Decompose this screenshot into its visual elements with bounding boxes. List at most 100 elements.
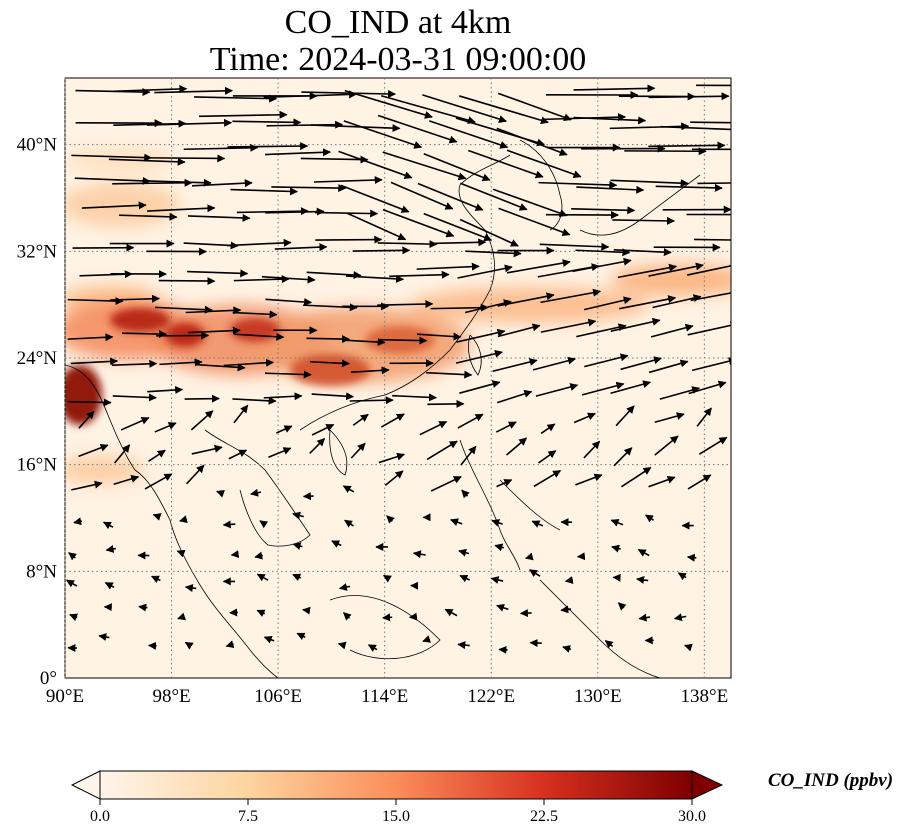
wind-arrow <box>497 323 541 338</box>
wind-arrow <box>73 517 83 526</box>
wind-arrow <box>382 613 393 622</box>
wind-arrow <box>265 298 313 306</box>
wind-arrow <box>184 394 220 403</box>
wind-arrow <box>660 125 731 131</box>
wind-arrow <box>468 149 544 179</box>
wind-arrow <box>386 515 395 524</box>
wind-arrow <box>460 182 528 211</box>
wind-arrow <box>154 422 177 433</box>
wind-arrow <box>584 353 629 368</box>
wind-arrow <box>636 576 649 584</box>
wind-arrow <box>423 212 493 242</box>
wind-arrow <box>147 118 233 127</box>
wind-arrow <box>190 410 214 431</box>
colorbar-tick-label: 15.0 <box>382 808 410 825</box>
wind-arrow <box>188 326 241 335</box>
wind-arrow <box>491 519 503 527</box>
wind-arrow <box>389 270 450 279</box>
wind-arrow <box>179 515 188 524</box>
wind-arrow <box>176 549 186 558</box>
wind-arrow <box>497 92 572 122</box>
wind-arrow <box>426 370 473 379</box>
wind-arrow <box>457 264 513 279</box>
wind-arrow <box>191 444 223 455</box>
wind-arrow <box>540 318 597 333</box>
wind-arrow <box>540 288 602 304</box>
wind-arrow <box>690 292 731 302</box>
wind-arrow <box>617 263 678 279</box>
wind-arrow <box>66 579 78 588</box>
wind-arrow <box>230 187 298 196</box>
colorbar-tick-label: 7.5 <box>238 808 258 825</box>
wind-arrow <box>300 155 369 164</box>
map-title-line2: Time: 2024-03-31 09:00:00 <box>209 41 587 78</box>
colorbar-tick-label: 22.5 <box>530 808 558 825</box>
wind-arrow <box>529 569 541 578</box>
wind-arrow <box>524 552 534 561</box>
wind-arrow <box>687 321 731 336</box>
wind-arrow <box>456 328 506 343</box>
wind-arrow <box>233 404 249 424</box>
wind-arrow <box>74 176 151 185</box>
wind-arrow <box>583 440 601 459</box>
wind-arrow <box>112 178 193 187</box>
wind-arrow <box>254 551 264 560</box>
wind-arrow <box>496 479 513 488</box>
wind-arrow <box>147 178 212 187</box>
wind-arrow <box>122 330 168 339</box>
lat-tick-label: 24°N <box>17 348 58 369</box>
wind-arrow <box>154 86 234 95</box>
wind-arrow <box>390 181 454 210</box>
wind-arrow <box>450 518 463 526</box>
wind-arrow <box>314 209 379 218</box>
wind-arrow <box>232 310 278 319</box>
wind-arrow <box>342 485 355 493</box>
wind-arrow <box>412 550 426 559</box>
wind-arrow <box>185 306 242 315</box>
wind-arrow <box>152 513 162 521</box>
wind-arrow <box>506 259 571 274</box>
lat-tick-label: 8°N <box>26 561 57 582</box>
wind-arrow <box>426 440 458 461</box>
wind-arrow <box>263 392 303 401</box>
wind-arrow <box>113 474 140 486</box>
colorbar-gradient <box>100 771 692 799</box>
wind-arrow <box>417 182 484 211</box>
wind-arrow <box>223 358 275 367</box>
wind-arrow <box>75 88 151 97</box>
wind-arrow <box>310 359 350 368</box>
wind-arrow <box>619 295 677 310</box>
wind-arrow <box>654 435 679 456</box>
wind-arrow <box>377 240 438 249</box>
wind-arrow <box>261 275 316 284</box>
wind-arrow <box>455 349 503 364</box>
wind-arrow <box>419 420 448 436</box>
wind-arrow <box>686 553 697 562</box>
wind-arrow <box>673 613 687 622</box>
wind-arrow <box>120 417 150 431</box>
wind-arrow <box>311 392 355 401</box>
wind-arrow <box>147 204 216 213</box>
wind-arrow <box>581 381 625 396</box>
concentration-field <box>65 78 731 678</box>
wind-arrow <box>67 398 112 407</box>
wind-arrow <box>311 423 335 436</box>
wind-arrow <box>498 207 571 237</box>
wind-arrow <box>111 359 158 368</box>
wind-arrow <box>572 257 632 273</box>
wind-arrow <box>159 358 203 367</box>
wind-arrow <box>612 216 676 225</box>
wind-arrow <box>496 127 568 156</box>
wind-arrow <box>691 357 731 372</box>
wind-arrow <box>496 603 509 612</box>
lon-tick-label: 90°E <box>46 686 84 707</box>
wind-arrow <box>177 612 187 621</box>
wind-arrow <box>460 445 477 466</box>
wind-arrow <box>683 643 693 652</box>
wind-arrow <box>292 511 304 520</box>
wind-arrow <box>573 412 596 424</box>
wind-arrow <box>104 581 115 590</box>
wind-arrow <box>461 489 470 499</box>
wind-arrow <box>696 407 712 427</box>
wind-arrow <box>494 543 504 552</box>
